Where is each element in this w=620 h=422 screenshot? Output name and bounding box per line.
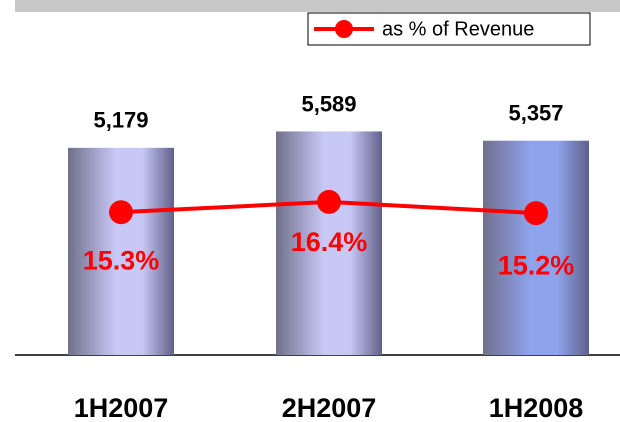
bar <box>276 131 382 355</box>
legend-label: as % of Revenue <box>382 18 534 40</box>
x-tick-label: 1H2007 <box>74 393 169 422</box>
x-tick-label: 2H2007 <box>282 393 377 422</box>
point-value-label: 16.4% <box>291 227 368 257</box>
line-point <box>109 200 133 225</box>
legend-marker <box>335 20 353 38</box>
point-value-label: 15.2% <box>498 250 575 280</box>
line-point <box>524 201 548 226</box>
point-value-label: 15.3% <box>83 245 160 275</box>
bar <box>483 140 589 355</box>
line-point <box>317 189 341 214</box>
bar <box>68 147 174 355</box>
bar-value-label: 5,589 <box>301 91 356 116</box>
bar-value-label: 5,179 <box>93 108 148 133</box>
bar-value-label: 5,357 <box>508 101 563 126</box>
x-tick-label: 1H2008 <box>489 393 584 422</box>
top-band <box>15 0 620 12</box>
